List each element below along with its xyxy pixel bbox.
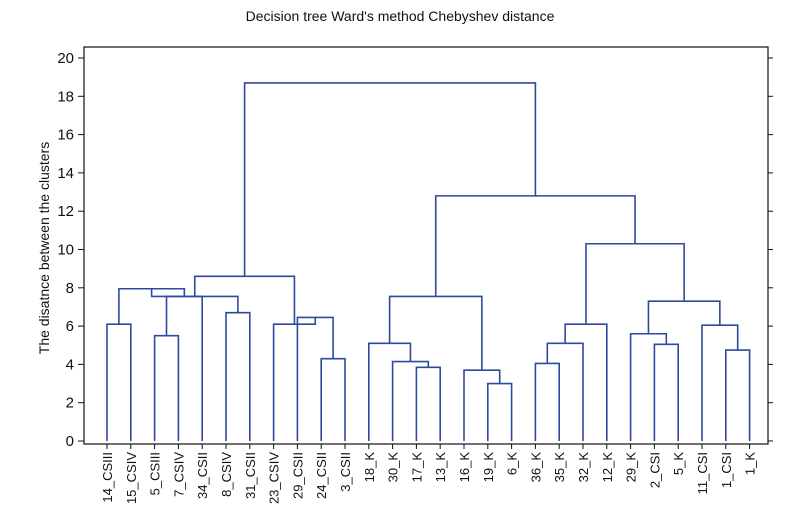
dendrogram-link [391, 360, 430, 441]
dendrogram-link [647, 300, 721, 334]
leaf-label: 29_CSII [290, 452, 305, 499]
dendrogram-link [388, 295, 483, 371]
y-tick-label: 18 [57, 88, 74, 105]
dendrogram-link [701, 324, 739, 441]
dendrogram-link [629, 332, 668, 441]
dendrogram-link [564, 323, 608, 441]
y-tick-label: 4 [66, 356, 74, 373]
y-tick-label: 12 [57, 203, 74, 220]
dendrogram-link [193, 275, 296, 325]
leaf-label: 23_CSIV [267, 452, 282, 504]
dendrogram-link [150, 288, 239, 313]
y-tick-label: 2 [66, 395, 74, 412]
leaf-label: 17_K [409, 452, 424, 483]
leaf-label: 36_K [528, 452, 543, 483]
leaf-label: 7_CSIV [171, 452, 186, 497]
dendrogram-link [296, 316, 334, 441]
plot-frame [83, 46, 769, 445]
leaf-label: 6_K [505, 452, 520, 475]
leaf-label: 31_CSII [243, 452, 258, 499]
dendrogram-link [153, 334, 180, 441]
dendrogram-link [546, 342, 584, 441]
dendrogram-link [463, 369, 501, 441]
leaf-label: 24_CSII [314, 452, 329, 499]
dendrogram-link [225, 311, 251, 441]
leaf-label: 12_K [600, 452, 615, 483]
y-tick-label: 14 [57, 165, 74, 182]
dendrogram-link [534, 362, 560, 441]
y-tick-label: 10 [57, 242, 74, 259]
y-tick-label: 0 [66, 433, 74, 450]
x-axis: 14_CSIII 15_CSIV 5_CSIII 7_CSIV 34_CSII 8_CSI… [100, 444, 758, 504]
dendrogram-link [487, 382, 513, 441]
leaf-label: 34_CSII [195, 452, 210, 499]
leaf-label: 16_K [457, 452, 472, 483]
dendrogram-link [368, 342, 412, 441]
leaf-label: 8_CSIV [219, 452, 234, 497]
dendrogram-link [320, 357, 346, 441]
leaf-label: 5_CSIII [148, 452, 163, 495]
dendrogram-link [725, 349, 751, 441]
leaf-label: 29_K [624, 452, 639, 483]
leaf-label: 14_CSIII [100, 452, 115, 503]
y-axis: 0 2 4 6 8 10 12 14 16 18 20 [57, 50, 773, 450]
dendrogram-link [243, 82, 537, 277]
leaf-label: 15_CSIV [124, 452, 139, 504]
dendrogram-link [653, 343, 679, 441]
dendrogram-link [272, 317, 317, 441]
dendrogram-link [415, 366, 441, 441]
leaf-label: 35_K [552, 452, 567, 483]
leaf-label: 5_K [671, 452, 686, 475]
leaf-label: 18_K [362, 452, 377, 483]
leaf-label: 1_K [743, 452, 758, 475]
leaf-label: 30_K [386, 452, 401, 483]
leaf-label: 3_CSII [338, 452, 353, 492]
dendrogram-links [106, 82, 751, 441]
dendrogram-link [165, 295, 203, 441]
leaf-label: 2_CSI [647, 452, 662, 488]
dendrogram-link [106, 323, 132, 441]
dendrogram-link [585, 242, 685, 325]
y-tick-label: 8 [66, 280, 74, 297]
leaf-label: 32_K [576, 452, 591, 483]
leaf-label: 11_CSI [695, 452, 710, 494]
chart-title: Decision tree Ward's method Chebyshev di… [245, 8, 555, 24]
leaf-label: 13_K [433, 452, 448, 483]
leaf-label: 1_CSI [719, 452, 734, 488]
y-tick-label: 20 [57, 50, 74, 67]
leaf-label: 19_K [481, 452, 496, 483]
y-tick-label: 16 [57, 127, 74, 144]
dendrogram-link [434, 195, 636, 297]
y-tick-label: 6 [66, 318, 74, 335]
